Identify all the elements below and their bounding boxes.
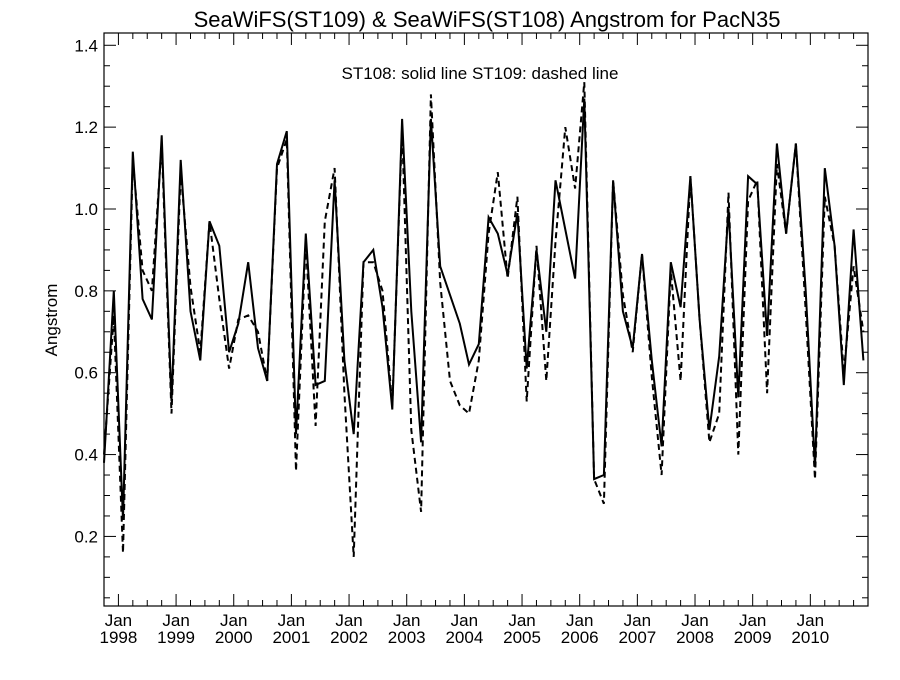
x-tick-month-label: Jan xyxy=(220,611,247,630)
x-tick-month-label: Jan xyxy=(451,611,478,630)
x-tick-year-label: 2009 xyxy=(734,628,772,647)
axis-ticks: 0.20.40.60.81.01.21.4Jan1998Jan1999Jan20… xyxy=(74,33,868,647)
y-tick-label: 0.2 xyxy=(74,527,98,546)
x-tick-month-label: Jan xyxy=(739,611,766,630)
x-tick-year-label: 2000 xyxy=(215,628,253,647)
series-style-note: ST108: solid line ST109: dashed line xyxy=(342,64,619,83)
x-tick-month-label: Jan xyxy=(105,611,132,630)
y-tick-label: 1.0 xyxy=(74,200,98,219)
x-tick-year-label: 2005 xyxy=(503,628,541,647)
x-tick-year-label: 2006 xyxy=(561,628,599,647)
x-tick-month-label: Jan xyxy=(508,611,535,630)
x-tick-year-label: 2010 xyxy=(791,628,829,647)
x-tick-year-label: 2007 xyxy=(618,628,656,647)
plot-frame xyxy=(103,32,869,607)
series-lines xyxy=(103,82,865,557)
series-line-st108 xyxy=(103,98,865,521)
x-tick-month-label: Jan xyxy=(393,611,420,630)
x-tick-month-label: Jan xyxy=(566,611,593,630)
chart-title: SeaWiFS(ST109) & SeaWiFS(ST108) Angstrom… xyxy=(194,7,781,32)
y-tick-label: 1.2 xyxy=(74,118,98,137)
y-tick-label: 0.6 xyxy=(74,364,98,383)
x-tick-year-label: 2008 xyxy=(676,628,714,647)
x-tick-year-label: 2002 xyxy=(330,628,368,647)
x-tick-year-label: 1998 xyxy=(100,628,138,647)
y-tick-label: 1.4 xyxy=(74,36,98,55)
x-tick-month-label: Jan xyxy=(797,611,824,630)
x-tick-month-label: Jan xyxy=(278,611,305,630)
x-tick-year-label: 2004 xyxy=(445,628,483,647)
x-tick-year-label: 1999 xyxy=(157,628,195,647)
series-line-st109 xyxy=(103,82,865,557)
x-tick-month-label: Jan xyxy=(681,611,708,630)
x-tick-month-label: Jan xyxy=(624,611,651,630)
y-tick-label: 0.8 xyxy=(74,282,98,301)
y-tick-label: 0.4 xyxy=(74,446,98,465)
y-axis-label: Angstrom xyxy=(42,284,61,357)
x-tick-month-label: Jan xyxy=(335,611,362,630)
x-tick-year-label: 2003 xyxy=(388,628,426,647)
x-tick-month-label: Jan xyxy=(162,611,189,630)
x-tick-year-label: 2001 xyxy=(272,628,310,647)
